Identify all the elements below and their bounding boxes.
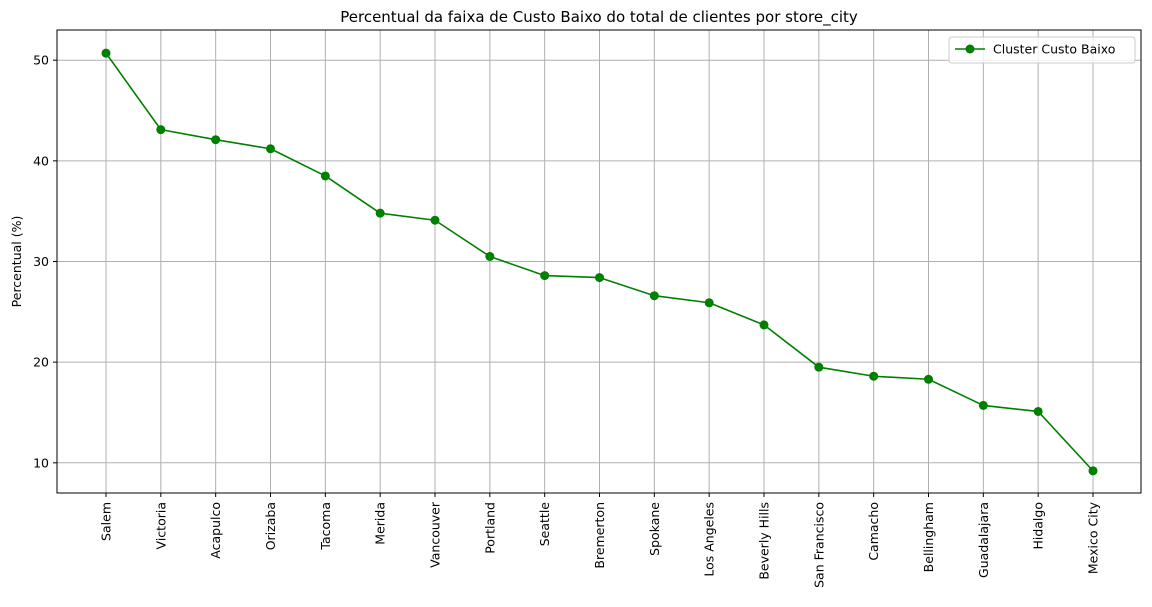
x-tick-label: Bremerton [592,502,607,569]
x-tick-label: Seattle [537,502,552,547]
legend-label: Cluster Custo Baixo [993,42,1115,57]
series-layer [101,48,1098,476]
data-point [485,251,495,261]
y-axis-label: Percentual (%) [9,216,24,308]
y-axis: 10 20 30 40 50 [33,53,57,470]
data-point [704,298,714,308]
y-tick-label: 10 [33,455,49,470]
legend: Cluster Custo Baixo [948,36,1136,64]
data-point [320,171,330,181]
x-tick-label: Orizaba [263,502,278,550]
data-point [1033,406,1043,416]
x-tick-label: Guadalajara [976,502,991,578]
chart-title: Percentual da faixa de Custo Baixo do to… [340,8,858,27]
x-tick-label: Camacho [866,502,881,561]
x-tick-label: Acapulco [208,502,223,559]
x-tick-label: Beverly Hills [757,502,772,580]
data-point [978,400,988,410]
data-point [211,135,221,145]
y-tick-label: 50 [33,53,49,68]
x-tick-label: Salem [99,502,114,541]
x-axis: Salem Victoria Acapulco Orizaba Tacoma Merida… [99,493,1101,588]
legend-frame [948,36,1136,64]
x-tick-label: Tacoma [318,502,333,551]
x-tick-label: San Francisco [811,502,826,588]
x-tick-label: Los Angeles [702,502,717,577]
x-tick-label: Hidalgo [1031,502,1046,550]
data-point [540,271,550,281]
x-tick-label: Mexico City [1086,501,1101,574]
data-point [1088,466,1098,476]
data-point [649,291,659,301]
x-tick-label: Merida [373,502,388,545]
x-tick-label: Victoria [153,502,168,549]
data-point [101,48,111,58]
y-tick-label: 40 [33,153,49,168]
legend-marker-swatch [965,44,975,54]
y-tick-label: 20 [33,355,49,370]
grid-layer [57,30,1141,493]
x-tick-label: Vancouver [428,501,443,568]
data-point [759,320,769,330]
data-point [814,362,824,372]
data-point [156,125,166,135]
data-point [595,273,604,283]
data-point [266,144,275,154]
x-tick-label: Bellingham [921,502,936,572]
y-tick-label: 30 [33,254,49,269]
x-tick-label: Spokane [647,502,662,556]
data-point [375,208,385,218]
data-point [430,215,440,225]
x-tick-label: Portland [482,502,497,554]
data-point [869,371,879,381]
data-point [924,374,933,384]
